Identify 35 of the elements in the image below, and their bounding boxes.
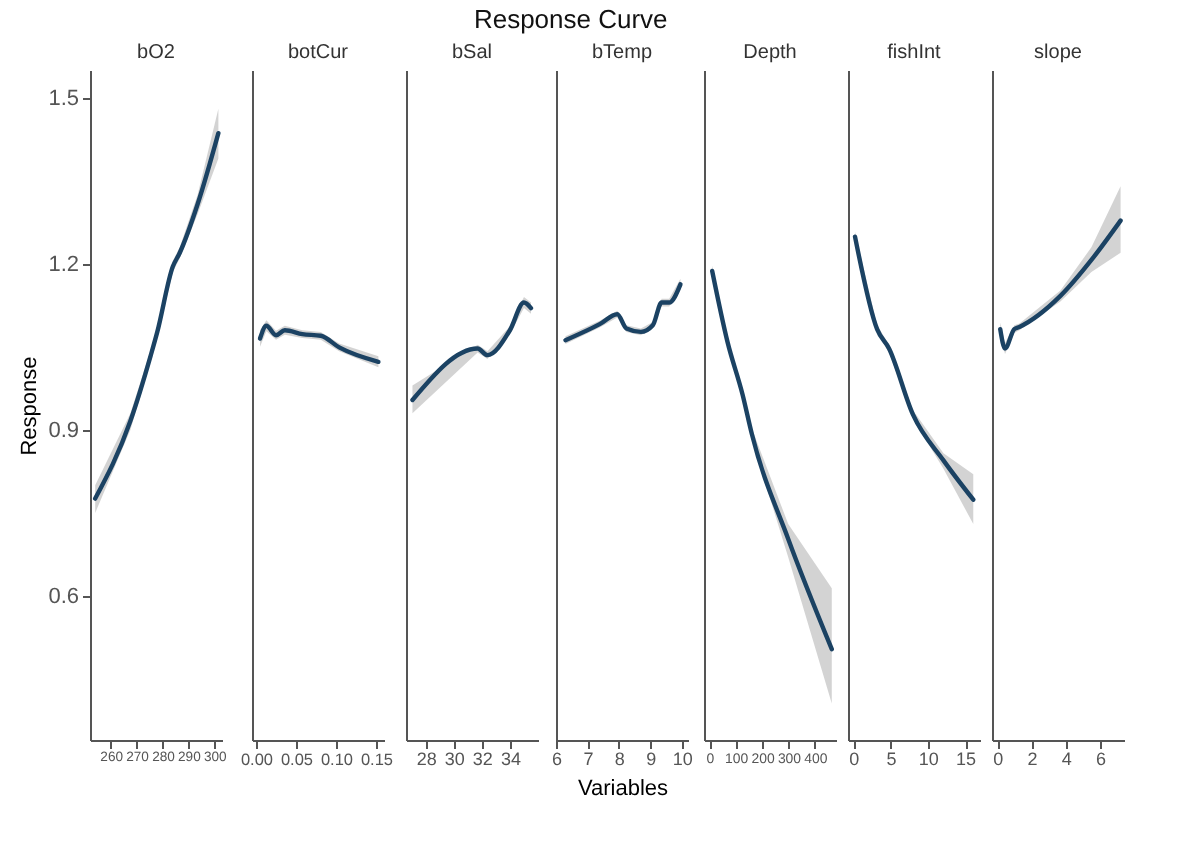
- chart-title: botCur: [287, 42, 350, 64]
- x-tick-label: 0.00: [240, 751, 274, 769]
- x-tick-label: 28: [416, 749, 437, 769]
- x-tick-label: 2: [1027, 749, 1038, 769]
- x-tick-label: 10: [918, 749, 939, 769]
- x-tick-label: 32: [472, 749, 493, 769]
- x-tick-label: 0: [993, 749, 1004, 769]
- y-tick-label: 1.5: [48, 86, 79, 111]
- x-tick-label: 34: [500, 749, 521, 769]
- x-tick-label: 5: [886, 749, 897, 769]
- y-tick-label: 1.2: [48, 252, 79, 277]
- chart-title: slope: [1034, 42, 1083, 64]
- x-tick-label: 10: [672, 749, 693, 769]
- x-tick-label: 15: [956, 749, 977, 769]
- text: Response Curve: [473, 4, 668, 34]
- x-tick-label: 0: [849, 749, 860, 769]
- x-tick-label: 7: [583, 749, 594, 769]
- x-tick-label: 9: [646, 749, 657, 769]
- y-tick-label: 0.6: [48, 585, 79, 610]
- chart-title: bTemp: [591, 42, 653, 64]
- x-tick-label: 6: [1095, 749, 1107, 769]
- x-tick-label: 4: [1061, 749, 1072, 769]
- x-tick-label: 0.10: [320, 751, 354, 769]
- x-tick-label: 8: [614, 749, 625, 769]
- x-axis-title: Variables: [577, 777, 670, 801]
- chart-title: Depth: [743, 42, 797, 64]
- y-axis-title: Response: [18, 356, 43, 456]
- x-tick-label: 0.15: [360, 751, 394, 769]
- chart-title: fishInt: [887, 42, 942, 64]
- chart-title: bO2: [137, 42, 176, 64]
- chart-title: bSal: [451, 42, 493, 64]
- x-tick-label: 30: [444, 749, 465, 769]
- x-tick-label: 6: [551, 749, 563, 769]
- x-tick-label: 0.05: [280, 751, 314, 769]
- y-tick-label: 0.9: [48, 418, 79, 443]
